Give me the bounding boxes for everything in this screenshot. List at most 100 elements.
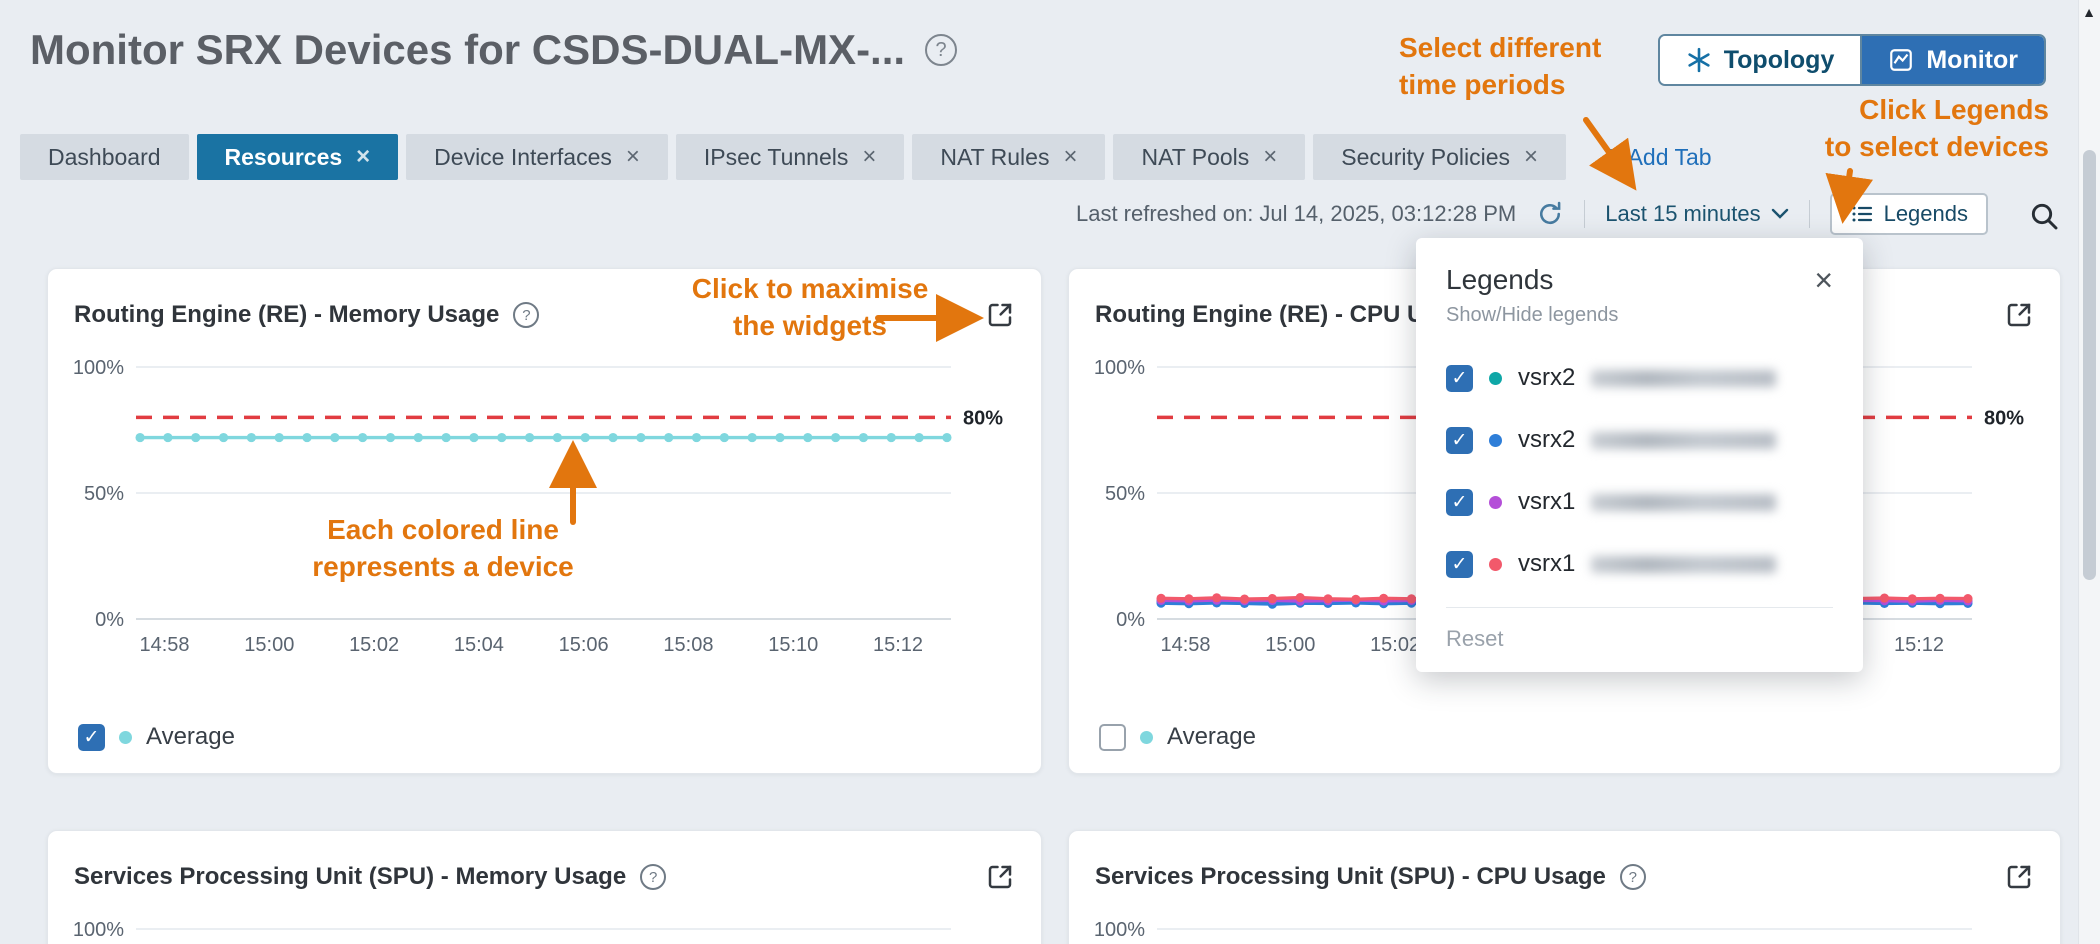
tab-label: Dashboard (48, 143, 161, 170)
svg-text:15:02: 15:02 (1370, 634, 1420, 656)
average-color-dot (119, 730, 132, 744)
topology-label: Topology (1723, 45, 1835, 74)
legends-popup-items: ✓ vsrx2 ✓ vsrx2 ✓ vsrx1 ✓ vsrx1 (1446, 347, 1833, 595)
svg-text:15:04: 15:04 (454, 634, 504, 656)
widget-re-memory: Routing Engine (RE) - Memory Usage ? 0% 5… (47, 268, 1042, 774)
view-switcher: Topology Monitor (1657, 34, 2046, 86)
tabs: Dashboard Resources × Device Interfaces × IPs… (20, 134, 1567, 180)
blurred-device-name (1591, 369, 1777, 387)
legend-device-row: ✓ vsrx1 (1446, 471, 1833, 533)
tab-close-icon[interactable]: × (1263, 143, 1278, 170)
tab-close-icon[interactable]: × (1524, 143, 1539, 170)
tab-bar: Dashboard Resources × Device Interfaces × IPs… (20, 134, 1712, 180)
svg-text:14:58: 14:58 (1160, 634, 1210, 656)
monitor-button[interactable]: Monitor (1862, 36, 2044, 84)
tab-close-icon[interactable]: × (862, 143, 877, 170)
svg-text:15:12: 15:12 (873, 634, 923, 656)
tab-close-icon[interactable]: × (1063, 143, 1078, 170)
average-label: Average (1167, 723, 1256, 750)
svg-text:15:02: 15:02 (349, 634, 399, 656)
legends-button-label: Legends (1883, 201, 1968, 226)
time-range-dropdown[interactable]: Last 15 minutes (1605, 201, 1788, 227)
tab-nat-rules[interactable]: NAT Rules × (912, 134, 1106, 180)
monitor-chart-icon (1890, 49, 1913, 71)
tab-label: NAT Pools (1141, 143, 1250, 170)
chart-spu-memory: 0%50%100% (74, 919, 951, 941)
blurred-device-name (1591, 555, 1777, 573)
svg-text:0%: 0% (95, 609, 124, 631)
vertical-scrollbar[interactable]: ▲ (2078, 0, 2100, 944)
tab-ipsec-tunnels[interactable]: IPsec Tunnels × (675, 134, 905, 180)
average-color-dot (1140, 730, 1153, 744)
device-checkbox[interactable]: ✓ (1446, 488, 1473, 516)
svg-text:14:58: 14:58 (139, 634, 189, 656)
tab-close-icon[interactable]: × (356, 143, 371, 170)
legends-popup-title: Legends (1446, 264, 1554, 295)
toolbar-divider (1808, 200, 1810, 228)
maximize-widget-icon[interactable] (2004, 300, 2034, 330)
legend-device-row: ✓ vsrx2 (1446, 409, 1833, 471)
page-help-icon[interactable]: ? (925, 34, 958, 66)
tab-security-policies[interactable]: Security Policies × (1313, 134, 1567, 180)
tab-device-interfaces[interactable]: Device Interfaces × (406, 134, 668, 180)
annotation-arrow (875, 294, 984, 342)
topology-button[interactable]: Topology (1659, 36, 1863, 84)
tab-label: IPsec Tunnels (703, 143, 849, 170)
device-checkbox[interactable]: ✓ (1446, 426, 1473, 454)
blurred-device-name (1591, 431, 1777, 449)
tab-close-icon[interactable]: × (625, 143, 640, 170)
device-checkbox[interactable]: ✓ (1446, 550, 1473, 578)
scrollbar-thumb[interactable] (2083, 150, 2096, 580)
svg-text:0%: 0% (1116, 609, 1145, 631)
reset-button[interactable]: Reset (1446, 626, 1504, 651)
page-title-row: Monitor SRX Devices for CSDS-DUAL-MX-...… (30, 26, 958, 74)
maximize-widget-icon[interactable] (2004, 862, 2034, 892)
device-label: vsrx2 (1518, 426, 1576, 453)
device-color-dot (1489, 371, 1502, 385)
device-color-dot (1489, 495, 1502, 509)
tab-label: Security Policies (1341, 143, 1511, 170)
svg-text:100%: 100% (74, 357, 124, 379)
annotation-arrow (549, 440, 597, 525)
legends-popup-subtitle: Show/Hide legends (1446, 304, 1619, 326)
maximize-widget-icon[interactable] (985, 300, 1015, 330)
average-checkbox[interactable] (1099, 723, 1126, 751)
widget-help-icon[interactable]: ? (640, 864, 667, 890)
close-icon[interactable]: × (1814, 262, 1833, 298)
svg-text:15:10: 15:10 (768, 634, 818, 656)
device-color-dot (1489, 433, 1502, 447)
tab-dashboard[interactable]: Dashboard (20, 134, 189, 180)
widget-title: Routing Engine (RE) - CPU Usage (1095, 301, 1479, 328)
page-title: Monitor SRX Devices for CSDS-DUAL-MX-... (30, 26, 906, 73)
svg-text:100%: 100% (74, 919, 124, 941)
chevron-down-icon (1771, 208, 1788, 219)
legend-device-row: ✓ vsrx1 (1446, 533, 1833, 595)
scroll-up-icon[interactable]: ▲ (2082, 4, 2096, 20)
legends-popup: Legends × Show/Hide legends ✓ vsrx2 ✓ vsrx2… (1416, 238, 1863, 672)
legend-device-row: ✓ vsrx2 (1446, 347, 1833, 409)
svg-text:100%: 100% (1095, 357, 1145, 379)
widget-help-icon[interactable]: ? (1619, 864, 1646, 890)
search-button[interactable] (2028, 200, 2060, 237)
maximize-widget-icon[interactable] (985, 862, 1015, 892)
svg-text:80%: 80% (963, 407, 1003, 429)
average-legend-row: Average (1099, 723, 1256, 751)
tab-label: Device Interfaces (434, 143, 612, 170)
widget-spu-memory: Services Processing Unit (SPU) - Memory … (47, 830, 1042, 944)
widget-help-icon[interactable]: ? (513, 302, 540, 328)
toolbar-divider (1584, 200, 1586, 228)
refresh-icon[interactable] (1536, 200, 1564, 228)
tab-resources[interactable]: Resources × (196, 134, 399, 180)
chart-spu-cpu: 0%50%100% (1095, 919, 1972, 941)
search-icon (2031, 203, 2058, 230)
average-checkbox[interactable]: ✓ (78, 723, 105, 751)
annotation-arrow (1583, 117, 1637, 191)
widget-spu-cpu: Services Processing Unit (SPU) - CPU Usa… (1068, 830, 2061, 944)
svg-text:80%: 80% (1984, 407, 2024, 429)
svg-text:15:00: 15:00 (1265, 634, 1315, 656)
annotation-legends: Click Legends to select devices (1824, 94, 2049, 162)
tab-nat-pools[interactable]: NAT Pools × (1113, 134, 1306, 180)
device-checkbox[interactable]: ✓ (1446, 364, 1473, 392)
svg-text:50%: 50% (1105, 483, 1145, 505)
